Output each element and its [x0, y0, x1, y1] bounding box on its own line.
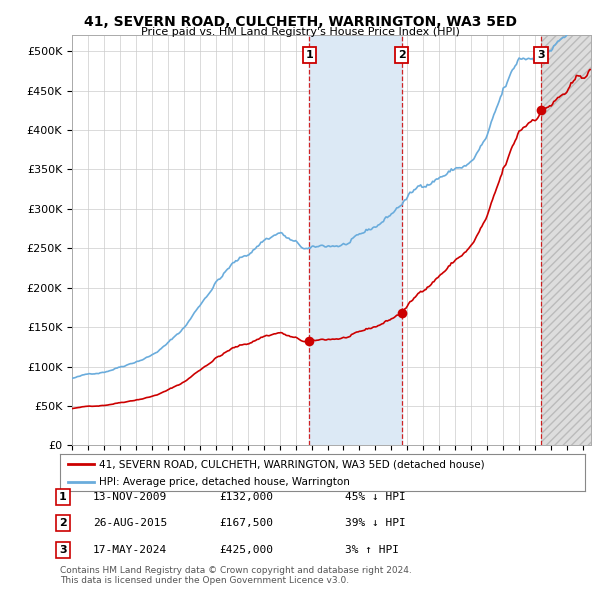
Text: 41, SEVERN ROAD, CULCHETH, WARRINGTON, WA3 5ED: 41, SEVERN ROAD, CULCHETH, WARRINGTON, W…	[83, 15, 517, 29]
Text: 17-MAY-2024: 17-MAY-2024	[93, 545, 167, 555]
Text: 3: 3	[59, 545, 67, 555]
Text: 1: 1	[305, 50, 313, 60]
Text: 3: 3	[537, 50, 545, 60]
Text: 39% ↓ HPI: 39% ↓ HPI	[345, 519, 406, 528]
Text: 41, SEVERN ROAD, CULCHETH, WARRINGTON, WA3 5ED (detached house): 41, SEVERN ROAD, CULCHETH, WARRINGTON, W…	[100, 459, 485, 469]
Text: £425,000: £425,000	[219, 545, 273, 555]
Text: Price paid vs. HM Land Registry's House Price Index (HPI): Price paid vs. HM Land Registry's House …	[140, 27, 460, 37]
Text: 1: 1	[59, 492, 67, 502]
Text: £167,500: £167,500	[219, 519, 273, 528]
Text: 45% ↓ HPI: 45% ↓ HPI	[345, 492, 406, 502]
Text: HPI: Average price, detached house, Warrington: HPI: Average price, detached house, Warr…	[100, 477, 350, 487]
Text: £132,000: £132,000	[219, 492, 273, 502]
Text: 3% ↑ HPI: 3% ↑ HPI	[345, 545, 399, 555]
Bar	[541, 35, 591, 445]
Text: 13-NOV-2009: 13-NOV-2009	[93, 492, 167, 502]
Text: 2: 2	[59, 519, 67, 528]
Text: 26-AUG-2015: 26-AUG-2015	[93, 519, 167, 528]
Bar	[310, 35, 402, 445]
Text: 2: 2	[398, 50, 406, 60]
Text: Contains HM Land Registry data © Crown copyright and database right 2024.
This d: Contains HM Land Registry data © Crown c…	[60, 566, 412, 585]
